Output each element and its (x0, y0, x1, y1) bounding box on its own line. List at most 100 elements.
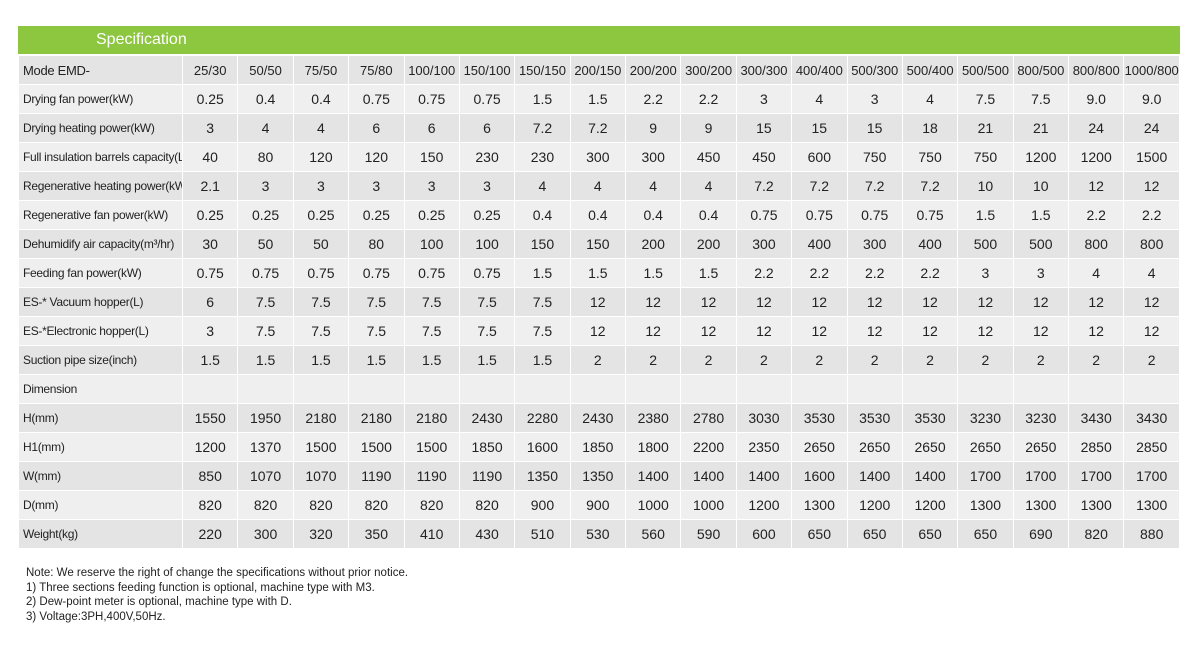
value-cell: 7.5 (292, 287, 350, 317)
value-cell: 1.5 (403, 345, 460, 375)
value-cell: 200 (624, 229, 682, 259)
value-cell: 9 (624, 113, 682, 143)
empty-cell (237, 374, 294, 404)
value-cell: 7.5 (458, 287, 516, 317)
value-cell: 2430 (458, 403, 516, 433)
value-cell: 1070 (292, 461, 350, 491)
value-cell: 900 (569, 490, 627, 520)
value-cell: 410 (403, 519, 460, 549)
value-cell: 590 (680, 519, 737, 549)
title-bar: Specification (18, 26, 1180, 54)
empty-cell (1067, 374, 1125, 404)
value-cell: 15 (846, 113, 903, 143)
value-cell: 2650 (791, 432, 848, 462)
value-cell: 50 (292, 229, 350, 259)
value-cell: 3430 (1067, 403, 1125, 433)
value-cell: 2 (1012, 345, 1070, 375)
spec-row: H(mm) 1550 1950 2180 2180 2180 2430 2280 2430 238… (18, 403, 1180, 433)
value-cell: 300 (846, 229, 903, 259)
value-cell: 7.5 (403, 316, 460, 346)
value-cell: 1200 (1012, 142, 1070, 172)
value-cell: 21 (957, 113, 1014, 143)
value-cell: 1400 (680, 461, 737, 491)
value-cell: 7.5 (237, 287, 294, 317)
value-cell: 650 (791, 519, 848, 549)
row-label: Suction pipe size(inch) (18, 345, 183, 375)
value-cell: 1850 (458, 432, 516, 462)
notes: Note: We reserve the right of change the… (26, 566, 408, 624)
row-label: H1(mm) (18, 432, 183, 462)
header-row: Mode EMD- 25/30 50/50 75/50 75/80 100/100 150/… (18, 55, 1180, 85)
spec-row: Feeding fan power(kW) 0.75 0.75 0.75 0.75 0.7… (18, 258, 1180, 288)
value-cell: 150 (569, 229, 627, 259)
value-cell: 12 (957, 316, 1014, 346)
spec-row: ES-* Vacuum hopper(L) 6 7.5 7.5 7.5 7.5 7.5 7.5… (18, 287, 1180, 317)
value-cell: 750 (957, 142, 1014, 172)
empty-cell (957, 374, 1014, 404)
value-cell: 2 (957, 345, 1014, 375)
value-cell: 7.5 (403, 287, 460, 317)
value-cell: 0.25 (181, 200, 239, 230)
value-cell: 3 (181, 113, 239, 143)
value-cell: 3 (237, 171, 294, 201)
value-cell: 2 (680, 345, 737, 375)
value-cell: 1850 (569, 432, 627, 462)
value-cell: 820 (348, 490, 405, 520)
value-cell: 1700 (1012, 461, 1070, 491)
value-cell: 15 (735, 113, 793, 143)
value-cell: 1.5 (292, 345, 350, 375)
value-cell: 2200 (680, 432, 737, 462)
value-cell: 7.2 (569, 113, 627, 143)
value-cell: 9 (680, 113, 737, 143)
value-cell: 1500 (348, 432, 405, 462)
empty-cell (1123, 374, 1180, 404)
value-cell: 2380 (624, 403, 682, 433)
value-cell: 820 (292, 490, 350, 520)
value-cell: 300 (735, 229, 793, 259)
value-cell: 200 (680, 229, 737, 259)
model-cell: 500/300 (846, 55, 903, 85)
spec-row: Suction pipe size(inch) 1.5 1.5 1.5 1.5 1.5 1.… (18, 345, 1180, 375)
value-cell: 2 (846, 345, 903, 375)
value-cell: 24 (1067, 113, 1125, 143)
value-cell: 4 (624, 171, 682, 201)
value-cell: 1.5 (957, 200, 1014, 230)
value-cell: 0.75 (181, 258, 239, 288)
empty-cell (791, 374, 848, 404)
spec-table: Mode EMD- 25/30 50/50 75/50 75/80 100/100 150/… (18, 55, 1180, 549)
value-cell: 30 (181, 229, 239, 259)
model-cell: 500/500 (957, 55, 1014, 85)
value-cell: 300 (624, 142, 682, 172)
note-line: 2) Dew-point meter is optional, machine … (26, 596, 292, 608)
value-cell: 21 (1012, 113, 1070, 143)
value-cell: 1400 (735, 461, 793, 491)
value-cell: 1300 (1067, 490, 1125, 520)
value-cell: 1200 (846, 490, 903, 520)
value-cell: 6 (181, 287, 239, 317)
value-cell: 1370 (237, 432, 294, 462)
model-cell: 150/100 (458, 55, 516, 85)
value-cell: 820 (237, 490, 294, 520)
value-cell: 1950 (237, 403, 294, 433)
value-cell: 100 (458, 229, 516, 259)
value-cell: 320 (292, 519, 350, 549)
spec-row: ES-*Electronic hopper(L) 3 7.5 7.5 7.5 7.5 7.5… (18, 316, 1180, 346)
value-cell: 1400 (901, 461, 959, 491)
value-cell: 0.75 (458, 258, 516, 288)
value-cell: 1.5 (514, 345, 571, 375)
model-cell: 50/50 (237, 55, 294, 85)
value-cell: 800 (1123, 229, 1180, 259)
value-cell: 0.4 (514, 200, 571, 230)
value-cell: 10 (957, 171, 1014, 201)
value-cell: 2.2 (791, 258, 848, 288)
value-cell: 12 (1012, 287, 1070, 317)
value-cell: 0.4 (292, 84, 350, 114)
value-cell: 12 (680, 287, 737, 317)
value-cell: 0.75 (292, 258, 350, 288)
value-cell: 0.75 (348, 84, 405, 114)
value-cell: 0.4 (569, 200, 627, 230)
value-cell: 0.4 (237, 84, 294, 114)
model-cell: 200/150 (569, 55, 627, 85)
value-cell: 1070 (237, 461, 294, 491)
spec-row: Full insulation barrels capacity(L) 40 80 1… (18, 142, 1180, 172)
